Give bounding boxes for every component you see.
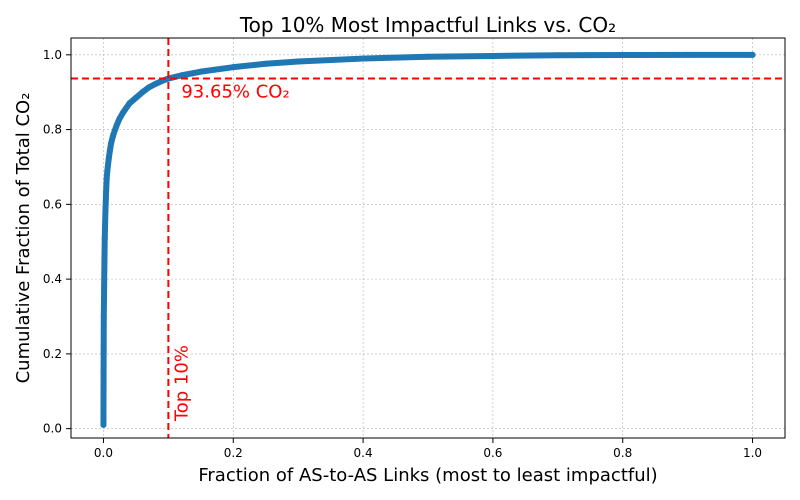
data-point <box>110 132 117 139</box>
data-point <box>295 58 302 65</box>
data-point <box>100 421 107 428</box>
x-axis-label: Fraction of AS-to-AS Links (most to leas… <box>198 465 657 486</box>
data-point <box>230 64 237 71</box>
data-point <box>119 109 126 116</box>
data-point <box>105 156 112 163</box>
data-point <box>684 51 691 58</box>
vertical-reference-label: Top 10% <box>171 345 192 422</box>
data-point <box>104 167 111 174</box>
data-point <box>178 72 185 79</box>
y-tick-label: 1.0 <box>43 48 62 62</box>
data-point <box>101 287 108 294</box>
data-point <box>262 60 269 67</box>
data-point <box>197 68 204 75</box>
data-point <box>103 190 110 197</box>
data-point <box>145 84 152 91</box>
data-point <box>101 235 108 241</box>
plot-frame <box>70 37 786 439</box>
x-tick-label: 0.6 <box>483 446 502 460</box>
data-point <box>106 147 113 154</box>
data-point <box>103 175 110 182</box>
data-point <box>100 313 107 320</box>
y-tick-label: 0.0 <box>43 422 62 436</box>
data-point <box>554 52 561 59</box>
data-point <box>132 94 139 101</box>
y-tick-label: 0.4 <box>43 272 62 286</box>
data-point <box>165 75 172 82</box>
data-point <box>152 80 159 87</box>
data-point <box>489 52 496 59</box>
y-tick-label: 0.8 <box>43 123 62 137</box>
data-point <box>102 208 109 215</box>
data-point <box>425 53 431 60</box>
y-tick-label: 0.6 <box>43 197 62 211</box>
reference-lines <box>71 38 785 438</box>
y-axis-label: Cumulative Fraction of Total CO₂ <box>13 93 34 384</box>
x-tick-label: 0.0 <box>94 446 113 460</box>
data-point <box>108 139 115 146</box>
axis-ticks: 0.0 0.2 0.4 0.6 0.8 1.0 0.0 0.2 0.4 0.6 0.8 1.0 <box>43 48 762 460</box>
data-point <box>101 257 108 264</box>
series-line <box>100 51 756 428</box>
data-point <box>100 369 107 376</box>
data-point <box>360 55 367 62</box>
series-layer <box>100 51 756 428</box>
horizontal-reference-label: 93.65% CO₂ <box>181 82 289 103</box>
data-point <box>113 122 120 129</box>
x-tick-label: 0.2 <box>224 446 243 460</box>
data-point <box>139 89 146 96</box>
data-point <box>116 115 123 122</box>
data-point <box>619 52 626 59</box>
data-point <box>126 100 133 107</box>
x-tick-label: 0.8 <box>613 446 632 460</box>
y-tick-label: 0.2 <box>43 347 62 361</box>
x-tick-label: 1.0 <box>743 446 762 460</box>
chart-title: Top 10% Most Impactful Links vs. CO₂ <box>239 13 616 37</box>
data-point <box>749 51 756 58</box>
x-tick-label: 0.4 <box>354 446 373 460</box>
